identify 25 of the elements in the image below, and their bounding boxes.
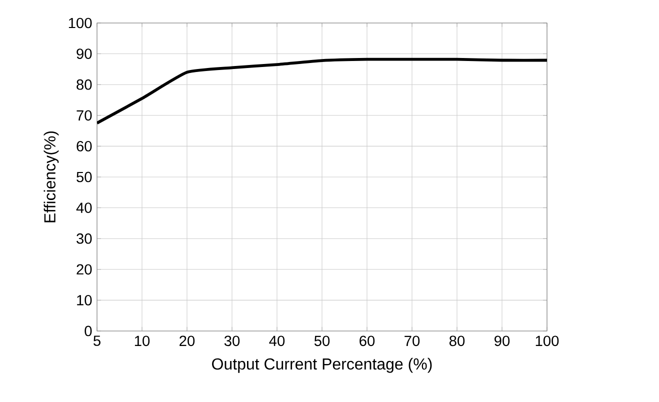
x-tick-label: 30	[224, 336, 240, 346]
y-tick-label: 10	[77, 295, 92, 306]
y-tick-label: 30	[76, 233, 92, 244]
y-tick-label: 90	[76, 48, 92, 59]
y-tick-label: 80	[76, 79, 92, 90]
x-axis-title: Output Current Percentage (%)	[212, 358, 432, 373]
y-tick-label: 100	[68, 18, 92, 28]
x-tick-label: 80	[449, 336, 465, 346]
x-tick-label: 50	[314, 336, 330, 346]
x-tick-label: 60	[360, 336, 375, 346]
y-tick-label: 70	[76, 110, 92, 121]
line-series	[97, 58, 548, 125]
x-tick-label: 5	[94, 336, 100, 346]
y-tick-label: 20	[76, 264, 92, 275]
y-tick-label: 40	[76, 202, 92, 213]
x-tick-label: 20	[180, 336, 195, 346]
x-tick-label: 100	[536, 336, 559, 346]
y-tick-label: 0	[84, 326, 92, 336]
x-tick-label: 10	[134, 336, 150, 346]
x-tick-label: 40	[269, 336, 285, 346]
y-axis-title: Efficiency(%)	[44, 131, 59, 222]
y-tick-label: 50	[76, 172, 92, 182]
x-tick-label: 70	[404, 336, 420, 346]
x-tick-label: 90	[494, 336, 510, 346]
y-tick-label: 60	[76, 141, 92, 152]
